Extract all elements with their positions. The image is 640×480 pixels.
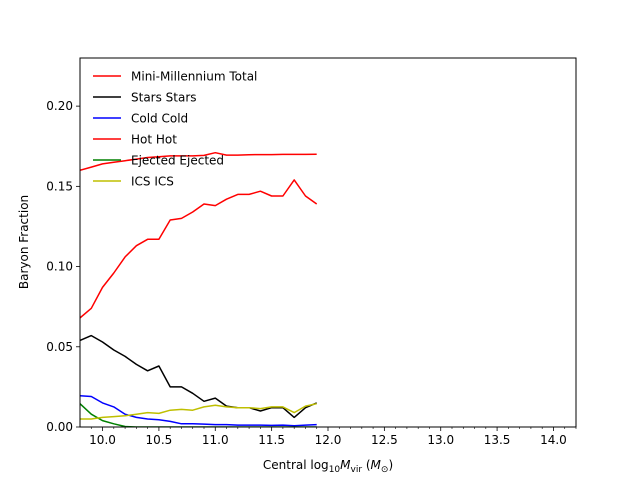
series-line — [80, 394, 317, 427]
x-tick-label: 13.0 — [427, 433, 454, 447]
x-tick-label: 11.0 — [202, 433, 229, 447]
legend-label: Cold Cold — [131, 112, 188, 126]
x-axis-label: Central log10Mvir (M⊙) — [263, 458, 393, 475]
x-tick-label: 12.0 — [315, 433, 342, 447]
y-tick-label: 0.15 — [46, 179, 73, 193]
legend: Mini-Millennium Total Stars Stars Cold Col… — [93, 70, 257, 189]
legend-label: Stars Stars — [131, 91, 197, 105]
series-line — [80, 403, 317, 427]
legend-label: Ejected Ejected — [131, 154, 224, 168]
y-axis: 0.00 0.05 0.10 0.15 0.20 — [46, 99, 80, 434]
y-tick-label: 0.10 — [46, 260, 73, 274]
series-line — [80, 334, 317, 419]
y-axis-label: Baryon Fraction — [17, 195, 31, 289]
legend-label: Hot Hot — [131, 133, 177, 147]
series-line — [80, 179, 318, 319]
series-layer — [80, 151, 318, 427]
legend-label: ICS ICS — [131, 175, 174, 189]
legend-label: Mini-Millennium Total — [131, 70, 257, 84]
y-tick-label: 0.05 — [46, 340, 73, 354]
x-tick-label: 10.5 — [146, 433, 173, 447]
x-tick-label: 14.0 — [540, 433, 567, 447]
y-tick-label: 0.00 — [46, 420, 73, 434]
series-line — [80, 151, 317, 172]
x-tick-label: 11.5 — [258, 433, 285, 447]
x-tick-label: 12.5 — [371, 433, 398, 447]
series-line — [80, 402, 317, 420]
y-tick-label: 0.20 — [46, 99, 73, 113]
x-tick-label: 10.0 — [89, 433, 116, 447]
x-axis: 10.0 10.5 11.0 11.5 12.0 12.5 13.0 13.5 14.0 — [89, 427, 577, 447]
x-tick-label: 13.5 — [484, 433, 511, 447]
